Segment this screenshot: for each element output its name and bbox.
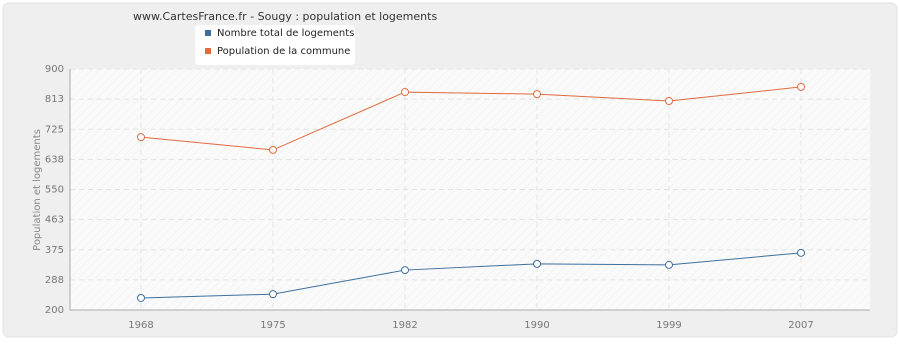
y-tick-label: 200 [45, 305, 64, 316]
x-tick-label: 1982 [392, 320, 417, 331]
data-point [665, 260, 673, 269]
y-axis-label: Population et logements [32, 129, 43, 251]
y-tick-label: 638 [45, 154, 64, 165]
y-tick-label: 725 [45, 124, 64, 135]
legend [195, 25, 355, 65]
x-tick-label: 1975 [260, 320, 285, 331]
legend-label: Population de la commune [217, 46, 350, 57]
y-tick-label: 375 [45, 245, 64, 256]
y-tick-label: 550 [45, 185, 64, 196]
data-point [137, 133, 145, 142]
data-point [269, 145, 277, 154]
x-tick-label: 1990 [524, 320, 549, 331]
data-point [797, 82, 805, 91]
y-tick-label: 288 [45, 275, 64, 286]
x-tick-label: 1999 [656, 320, 681, 331]
series-line [140, 86, 802, 151]
y-tick-label: 900 [45, 64, 64, 75]
data-point [533, 90, 541, 99]
x-tick-label: 1968 [128, 320, 153, 331]
x-tick-label: 2007 [788, 320, 813, 331]
data-point [269, 290, 277, 299]
data-point [137, 293, 145, 302]
data-point [797, 248, 805, 257]
legend-swatch [205, 48, 211, 54]
data-point [401, 266, 409, 275]
y-tick-label: 813 [45, 94, 64, 105]
y-tick-label: 463 [45, 215, 64, 226]
legend-swatch [205, 30, 211, 36]
data-point [665, 97, 673, 106]
legend-label: Nombre total de logements [217, 28, 354, 39]
data-point [401, 88, 409, 97]
series-line [140, 252, 802, 299]
chart-title: www.CartesFrance.fr - Sougy : population… [133, 10, 437, 23]
data-point [533, 259, 541, 268]
